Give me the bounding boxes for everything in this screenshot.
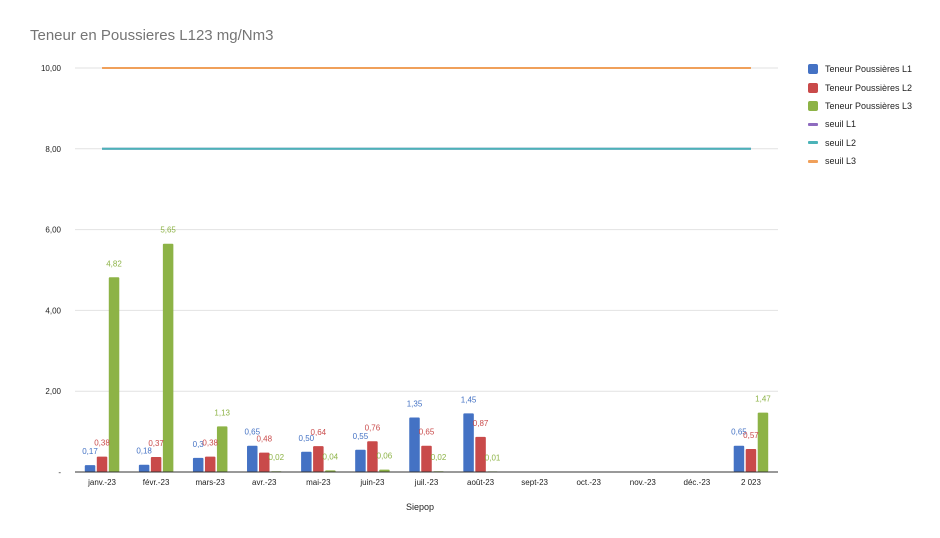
x-tick-label: avr.-23: [252, 478, 277, 487]
data-label: 0,65: [731, 428, 747, 437]
bar-series1: [84, 465, 96, 472]
bar-series3: [379, 469, 390, 472]
bar-series1: [301, 451, 312, 472]
data-label: 0,55: [353, 432, 369, 441]
bar-series1: [463, 413, 474, 472]
legend-item: Teneur Poussières L3: [808, 97, 912, 115]
data-label: 0,38: [94, 439, 110, 448]
data-label: 0,06: [377, 452, 393, 461]
data-label: 0,65: [244, 428, 260, 437]
data-label: 5,65: [160, 226, 176, 235]
bar-series2: [150, 457, 162, 472]
legend-label: seuil L2: [825, 137, 857, 148]
bar-series1: [192, 457, 204, 472]
data-label: 1,47: [755, 395, 771, 404]
bar-series3: [757, 412, 769, 472]
data-label: 0,04: [323, 452, 339, 461]
legend-label: seuil L3: [825, 156, 857, 167]
bar-series1: [355, 449, 366, 472]
legend-label: Teneur Poussières L1: [825, 64, 913, 75]
x-tick-label: mai-23: [306, 478, 331, 487]
bar-series3: [108, 277, 120, 472]
legend-line-swatch: [808, 141, 818, 145]
x-tick-label: oct.-23: [576, 478, 601, 487]
legend-label: seuil L1: [825, 119, 857, 130]
legend-item: Teneur Poussières L2: [808, 78, 912, 96]
bar-series2: [475, 436, 486, 472]
bar-series2: [745, 448, 757, 472]
data-label: 0,02: [431, 453, 447, 462]
data-label: 0,65: [419, 428, 435, 437]
bar-series2: [259, 452, 270, 472]
x-axis-ticks: janv.-23 févr.-23 mars-23 avr.-23 mai-23 juin…: [87, 478, 761, 487]
data-label: 0,18: [136, 447, 152, 456]
chart-title: Teneur en Poussieres L123 mg/Nm3: [30, 27, 274, 44]
bar-series2: [96, 456, 108, 472]
bar-series1: [247, 445, 258, 472]
gridlines: [75, 67, 778, 392]
y-tick-label: 4,00: [45, 306, 61, 315]
legend-color-swatch: [808, 82, 818, 93]
x-tick-label: janv.-23: [87, 478, 116, 487]
data-label: 0,76: [365, 423, 381, 432]
x-tick-label: mars-23: [196, 478, 226, 487]
bar-series2: [421, 445, 432, 472]
y-axis-ticks: - 2,00 4,00 6,00 8,00 10,00: [41, 64, 62, 477]
y-tick-label: 2,00: [45, 387, 61, 396]
y-tick-label: 10,00: [41, 64, 62, 73]
legend-label: Teneur Poussières L3: [825, 100, 913, 111]
bar-series2: [204, 456, 216, 472]
data-label: 0,48: [256, 435, 272, 444]
legend-line-swatch: [808, 122, 818, 126]
data-label: 0,37: [148, 439, 164, 448]
y-tick-label: 6,00: [45, 226, 61, 235]
x-tick-label: juil.-23: [414, 478, 439, 487]
data-label: 0,57: [743, 431, 759, 440]
x-tick-label: juin-23: [359, 478, 385, 487]
bar-series2: [367, 441, 378, 472]
x-tick-label: sept-23: [521, 478, 548, 487]
data-label: 0,17: [82, 447, 98, 456]
data-label: 0,50: [299, 434, 315, 443]
data-label: 0,3: [193, 440, 205, 449]
x-tick-label: août-23: [467, 478, 495, 487]
x-tick-label: déc.-23: [684, 478, 711, 487]
threshold-lines: [102, 67, 751, 150]
bar-series3: [216, 426, 228, 472]
data-label: 1,35: [407, 399, 423, 408]
data-label: 4,82: [106, 259, 122, 268]
legend: Teneur Poussières L1 Teneur Poussières L2…: [808, 60, 912, 170]
legend-item: Teneur Poussières L1: [808, 60, 912, 78]
x-tick-label: 2 023: [741, 478, 762, 487]
legend-item: seuil L3: [808, 152, 912, 170]
y-tick-label: -: [58, 468, 61, 477]
bar-series3: [162, 243, 174, 472]
data-label: 1,13: [214, 408, 230, 417]
data-label: 0,64: [311, 428, 327, 437]
legend-color-swatch: [808, 100, 818, 111]
legend-item: seuil L1: [808, 115, 912, 133]
data-label: 0,01: [485, 454, 501, 463]
data-label: 0,87: [473, 419, 489, 428]
data-label: 1,45: [461, 395, 477, 404]
data-label: 0,02: [268, 453, 284, 462]
data-labels: 0,170,384,820,180,375,650,30,381,130,650…: [82, 226, 771, 463]
y-tick-label: 8,00: [45, 145, 61, 154]
bars: [84, 243, 769, 472]
legend-item: seuil L2: [808, 134, 912, 152]
x-tick-label: févr.-23: [143, 478, 170, 487]
bar-series1: [138, 464, 150, 472]
x-tick-label: nov.-23: [630, 478, 657, 487]
bar-series1: [409, 417, 420, 472]
bar-series1: [733, 445, 745, 472]
bar-series2: [313, 446, 324, 472]
x-axis-title: Siepop: [406, 502, 434, 512]
legend-color-swatch: [808, 64, 818, 75]
data-label: 0,38: [202, 439, 218, 448]
legend-label: Teneur Poussières L2: [825, 82, 913, 93]
legend-line-swatch: [808, 159, 818, 163]
